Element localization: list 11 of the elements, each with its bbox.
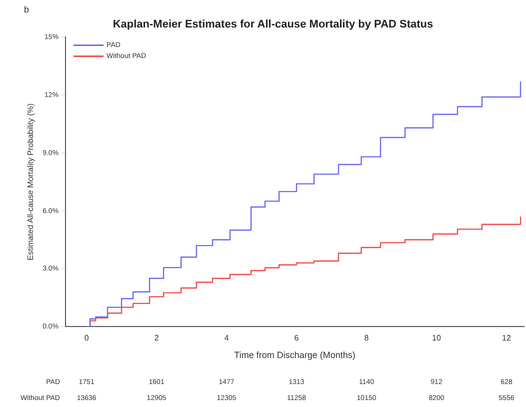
x-tick-label: 8 bbox=[364, 334, 370, 343]
text: b bbox=[24, 4, 30, 14]
chart-title: Kaplan-Meier Estimates for All-cause Mortality by PAD Status bbox=[112, 18, 434, 31]
x-tick-label: 6 bbox=[294, 334, 300, 343]
x-tick-label: 12 bbox=[502, 334, 512, 343]
y-axis-title: Estimated All-cause Mortality Probability (%) bbox=[26, 103, 36, 260]
x-axis-title: Time from Discharge (Months) bbox=[234, 350, 356, 360]
x-tick-label: 0 bbox=[84, 334, 90, 343]
x-tick-label: 10 bbox=[432, 334, 442, 343]
x-tick-label: 2 bbox=[154, 334, 160, 343]
x-tick-label: 4 bbox=[224, 334, 230, 343]
